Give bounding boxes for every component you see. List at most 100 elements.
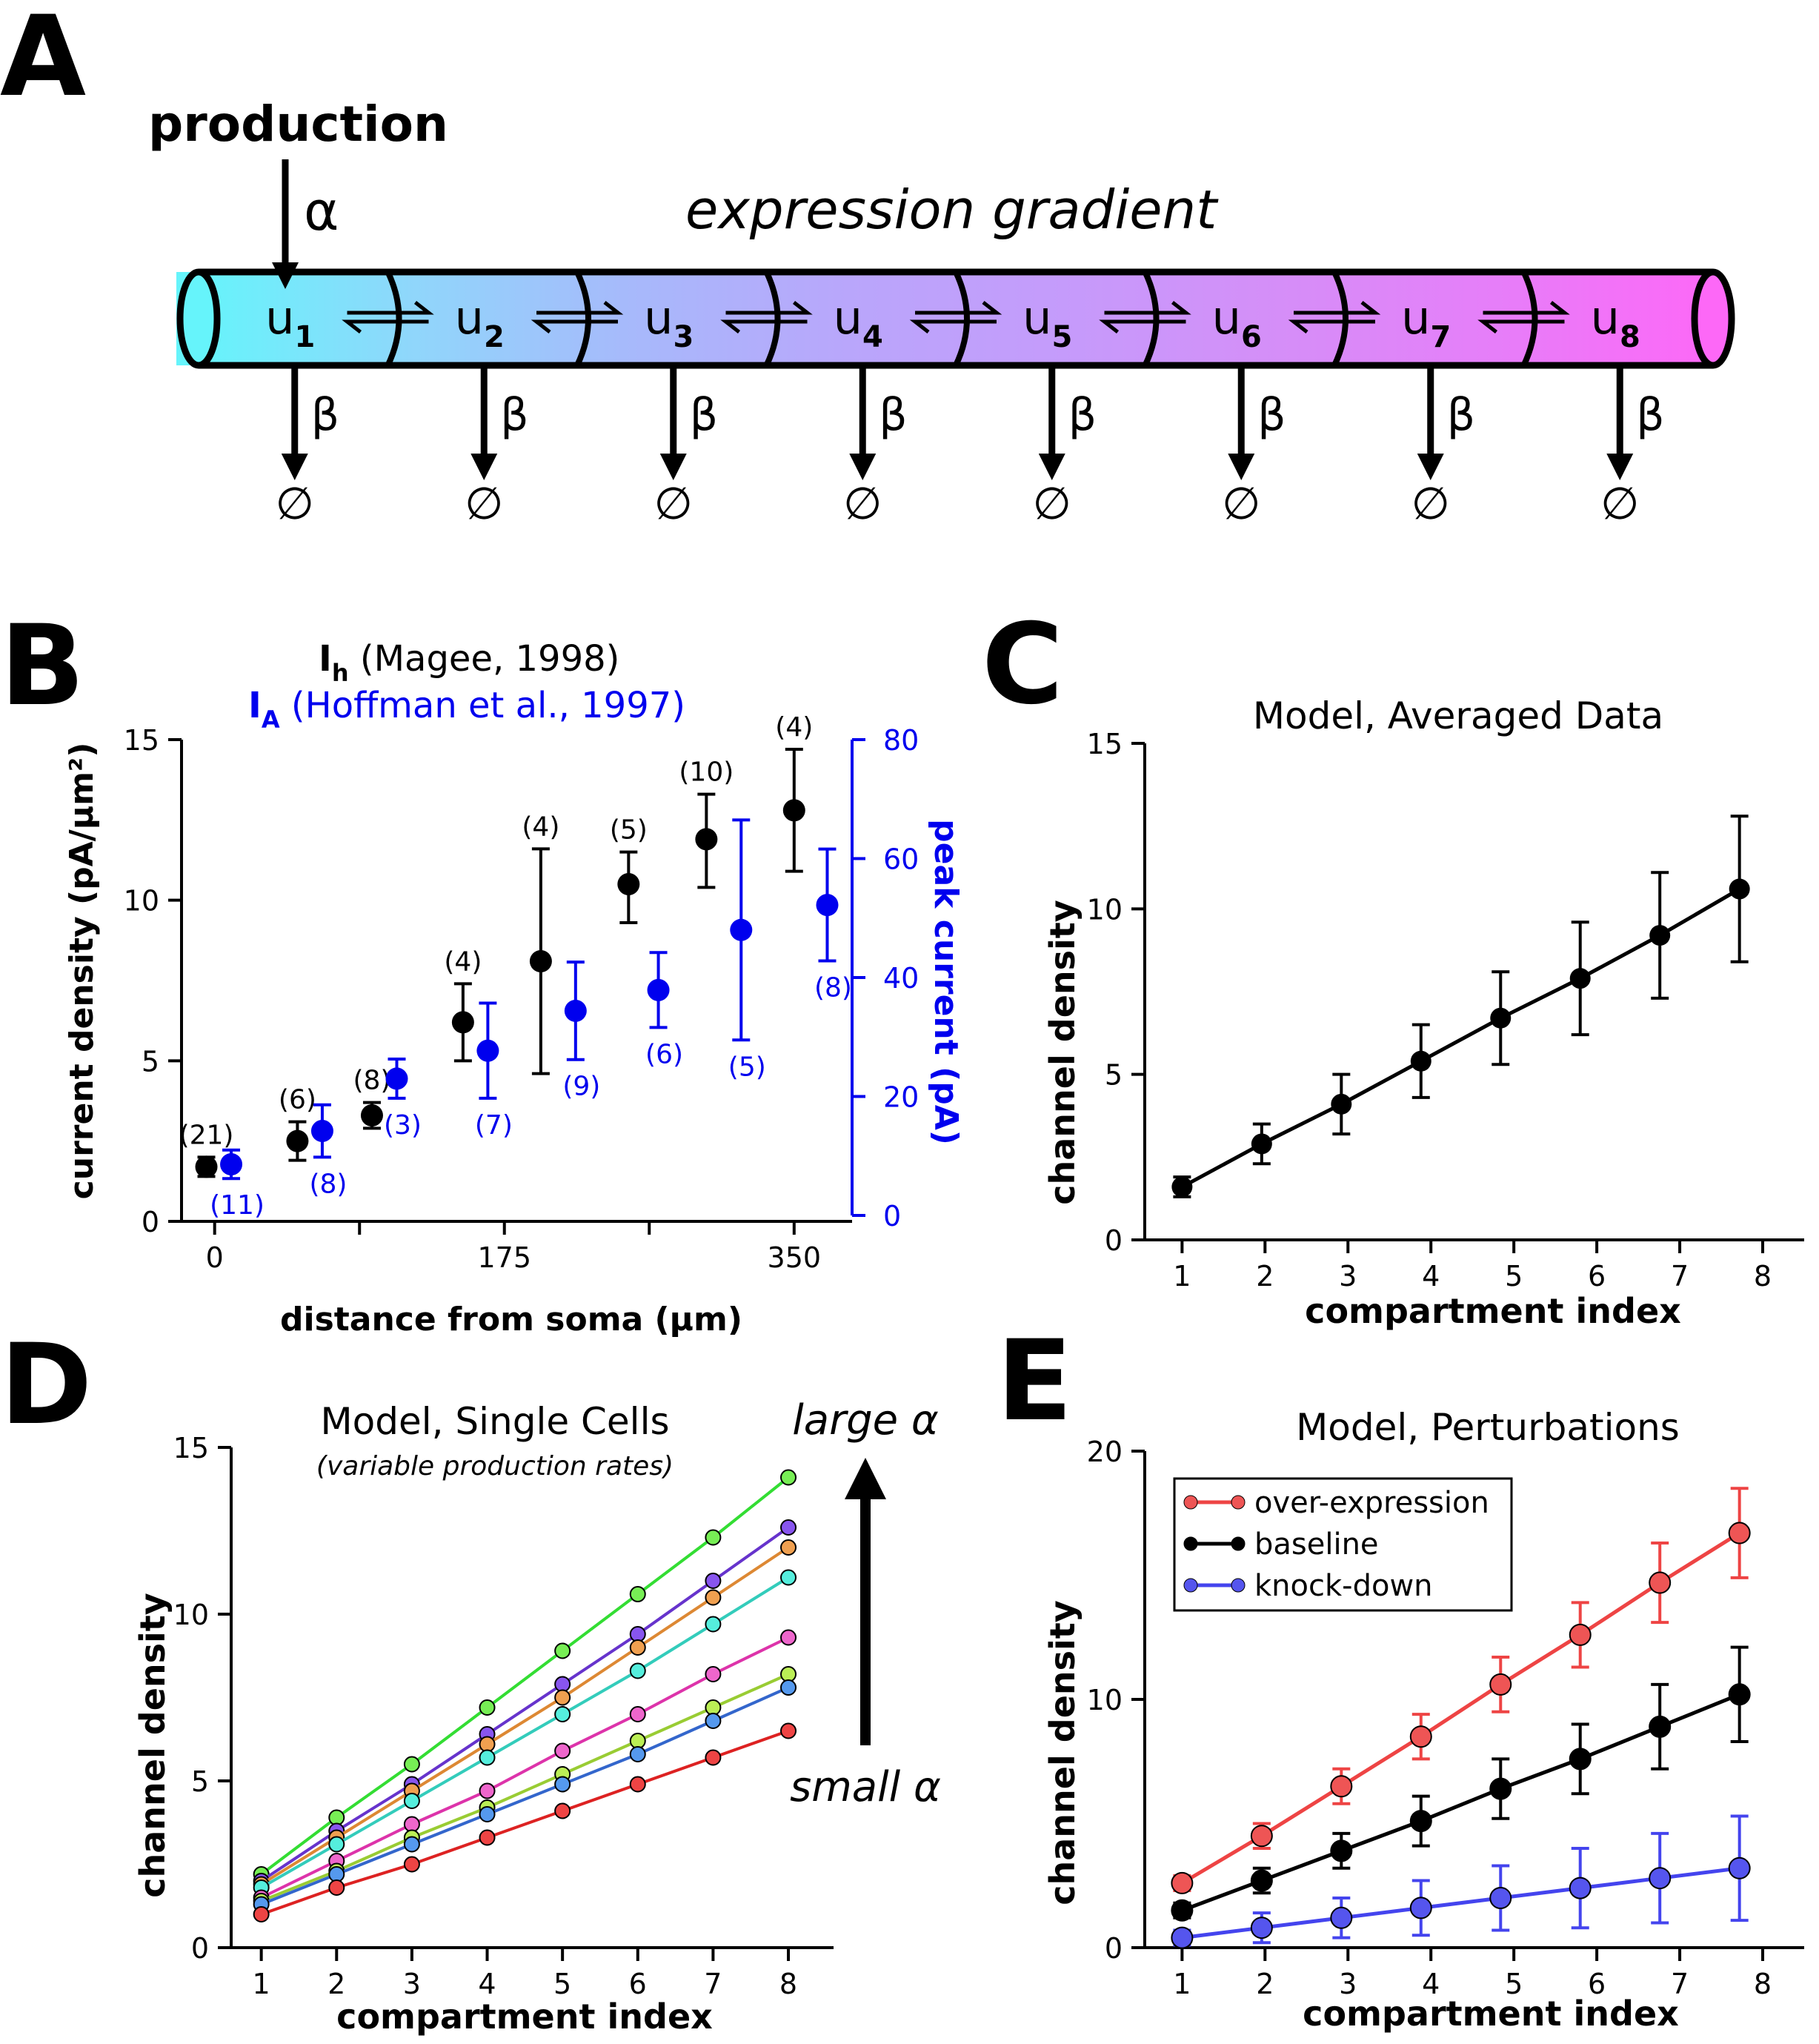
data-point: [1410, 1050, 1431, 1072]
compartment-divider: [574, 271, 591, 367]
compartment-label: u6: [1212, 291, 1262, 354]
n-label: (5): [728, 1052, 766, 1082]
chart-c-title: Model, Averaged Data: [1253, 694, 1663, 737]
x-tick-label: 2: [1256, 1260, 1274, 1293]
chart-b-xlabel: distance from soma (µm): [280, 1301, 742, 1338]
title2-main: I: [248, 685, 262, 726]
data-point: [1330, 1775, 1353, 1798]
cylinder: [176, 159, 1735, 369]
data-point: [479, 1699, 496, 1716]
data-point: [554, 1706, 571, 1722]
series-line: [260, 1526, 790, 1882]
beta-label: β: [879, 389, 907, 441]
x-tick-label: 7: [704, 1968, 722, 2000]
y-right-tick-label: 0: [883, 1200, 901, 1232]
compartment-label: u3: [644, 291, 694, 354]
exchange-arrow-backward: [531, 319, 618, 334]
compartment-index: 8: [1620, 320, 1640, 354]
compartment-letter: u: [1591, 291, 1620, 345]
y-right-tick-label: 80: [883, 724, 919, 757]
x-tick-label: 6: [1588, 1260, 1606, 1293]
compartment-index: 1: [294, 320, 315, 354]
compartment-index: 6: [1241, 320, 1262, 354]
beta-label: β: [311, 389, 339, 441]
data-point: [780, 1679, 797, 1696]
x-tick-label: 350: [768, 1241, 822, 1274]
exchange-arrow-backward: [1099, 319, 1186, 334]
data-point: [629, 1706, 646, 1722]
data-point: [1250, 1869, 1273, 1892]
compartment-label: u2: [455, 291, 505, 354]
compartment-label: u1: [265, 291, 315, 354]
data-point: [1409, 1725, 1432, 1748]
x-tick-label: 4: [1422, 1968, 1440, 2000]
compartment-letter: u: [644, 291, 673, 345]
data-point: [695, 828, 718, 851]
y-tick-label: 5: [142, 1045, 159, 1078]
data-point: [780, 1519, 797, 1536]
data-point: [1569, 1877, 1592, 1899]
x-tick-label: 175: [477, 1241, 531, 1274]
production-label: production: [148, 96, 448, 153]
x-tick-label: 3: [1339, 1968, 1357, 2000]
n-label: (8): [353, 1066, 390, 1096]
cylinder-body: [199, 272, 1713, 365]
null-symbol: ∅: [654, 478, 693, 530]
data-point: [403, 1793, 420, 1809]
exchange-arrow-forward: [725, 301, 813, 315]
y-tick-label: 0: [142, 1206, 159, 1238]
legend-marker: [1231, 1536, 1246, 1551]
x-tick-label: 7: [1671, 1968, 1689, 2000]
panel-c: C Model, Averaged Data 0 5 10 15 1 2 3 4 5 6 7 8 co…: [982, 600, 1804, 1331]
data-point: [1250, 1917, 1273, 1940]
n-label: (21): [179, 1120, 234, 1150]
title1-main: I: [319, 638, 332, 680]
data-point: [1649, 925, 1671, 946]
data-point: [705, 1616, 722, 1633]
x-tick-label: 6: [629, 1968, 647, 2000]
chart-b: 0 5 10 15 0 175 350 0 20 40 60 80 (21) (6) (8) (4) (4) (5…: [124, 712, 920, 1274]
data-point: [1728, 1683, 1751, 1706]
compartment-letter: u: [834, 291, 862, 345]
data-point: [1489, 1673, 1512, 1696]
beta-label: β: [500, 389, 528, 441]
y-tick-label: 10: [1087, 893, 1123, 926]
null-symbol: ∅: [1222, 478, 1260, 530]
x-tick-label: 5: [553, 1968, 571, 2000]
exchange-arrow-forward: [915, 301, 1002, 315]
panel-a: A production α expression gradient u1β∅u…: [0, 0, 1735, 530]
data-point: [1569, 1748, 1592, 1771]
series-line: [260, 1636, 789, 1899]
x-tick-label: 4: [478, 1968, 496, 2000]
data-point: [554, 1689, 571, 1706]
data-point: [617, 873, 640, 895]
large-alpha-label: large α: [792, 1396, 939, 1444]
data-point: [705, 1589, 722, 1606]
data-point: [1251, 1133, 1272, 1155]
data-point: [479, 1806, 496, 1822]
y-tick-label: 15: [173, 1432, 209, 1464]
panel-letter-e: E: [997, 1317, 1072, 1446]
x-tick-label: 5: [1505, 1968, 1523, 2000]
x-tick-label: 1: [253, 1968, 270, 2000]
data-point: [629, 1662, 646, 1679]
n-label: (11): [210, 1190, 265, 1221]
compartment-index: 2: [484, 320, 505, 354]
data-point: [476, 1039, 499, 1062]
beta-label: β: [690, 389, 718, 441]
compartment-index: 5: [1051, 320, 1072, 354]
data-point: [1489, 1777, 1512, 1800]
compartment-label: u8: [1591, 291, 1640, 354]
data-point: [705, 1713, 722, 1729]
legend-marker: [1183, 1536, 1198, 1551]
data-point: [1728, 1856, 1751, 1879]
compartment-index: 7: [1430, 320, 1451, 354]
exchange-arrow-backward: [720, 319, 808, 334]
data-point: [195, 1155, 218, 1178]
null-symbol: ∅: [1033, 478, 1071, 530]
data-point: [705, 1749, 722, 1766]
legend-label: baseline: [1254, 1527, 1379, 1562]
data-point: [1490, 1007, 1512, 1029]
null-symbol: ∅: [276, 478, 314, 530]
x-tick-label: 1: [1173, 1260, 1191, 1293]
